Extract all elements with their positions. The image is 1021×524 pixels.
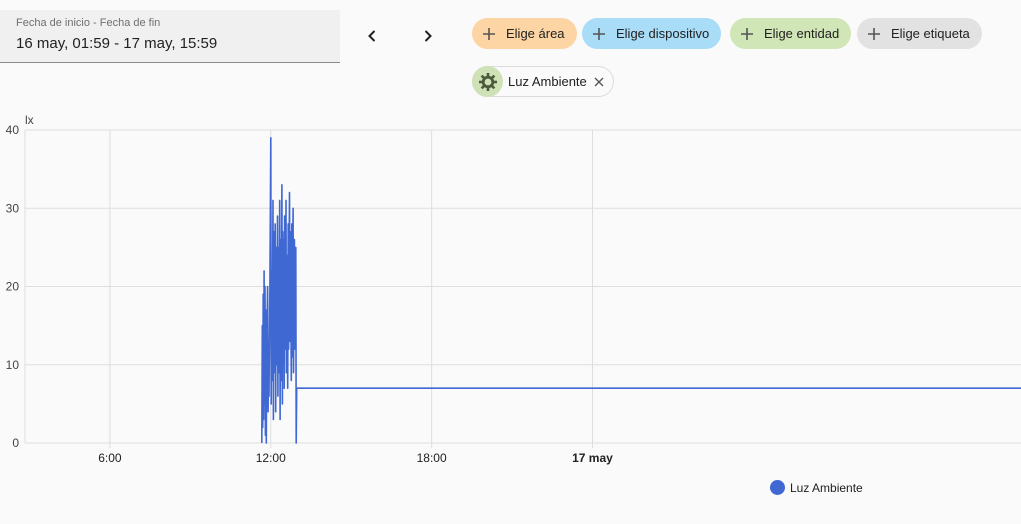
plus-icon <box>738 25 756 43</box>
y-tick-label: 10 <box>6 358 20 372</box>
x-tick-label: 12:00 <box>256 451 286 465</box>
legend-label: Luz Ambiente <box>790 480 863 495</box>
y-tick-label: 20 <box>6 280 20 294</box>
plus-icon <box>590 25 608 43</box>
y-axis-label: lx <box>25 113 34 127</box>
x-tick-label: 6:00 <box>98 451 122 465</box>
y-tick-label: 40 <box>6 123 20 137</box>
y-tick-label: 0 <box>12 436 19 450</box>
close-icon[interactable] <box>593 76 605 88</box>
choose-entity-label: Elige entidad <box>764 26 840 41</box>
chart-legend-item[interactable]: Luz Ambiente <box>770 480 863 495</box>
next-period-button[interactable] <box>412 20 444 52</box>
x-tick-label: 17 may <box>572 451 613 465</box>
date-range-value: 16 may, 01:59 - 17 may, 15:59 <box>16 35 218 52</box>
choose-device-label: Elige dispositivo <box>616 26 710 41</box>
x-tick-label: 18:00 <box>417 451 447 465</box>
y-tick-label: 30 <box>6 201 20 215</box>
selected-entity-chip[interactable]: Luz Ambiente <box>472 66 614 97</box>
series-line-luz-ambiente <box>260 137 1021 444</box>
chevron-left-icon <box>368 30 376 42</box>
sun-icon <box>472 66 503 97</box>
choose-area-button[interactable]: Elige área <box>472 18 577 49</box>
previous-period-button[interactable] <box>356 20 388 52</box>
plus-icon <box>480 25 498 43</box>
choose-device-button[interactable]: Elige dispositivo <box>582 18 722 49</box>
plus-icon <box>865 25 883 43</box>
choose-label-label: Elige etiqueta <box>891 26 970 41</box>
chevron-right-icon <box>424 30 432 42</box>
choose-entity-button[interactable]: Elige entidad <box>730 18 852 49</box>
date-range-label: Fecha de inicio - Fecha de fin <box>16 17 161 29</box>
legend-color-dot <box>770 480 785 495</box>
date-range-picker[interactable]: Fecha de inicio - Fecha de fin 16 may, 0… <box>0 10 340 63</box>
selected-entity-label: Luz Ambiente <box>508 74 587 89</box>
choose-area-label: Elige área <box>506 26 565 41</box>
choose-label-button[interactable]: Elige etiqueta <box>857 18 982 49</box>
